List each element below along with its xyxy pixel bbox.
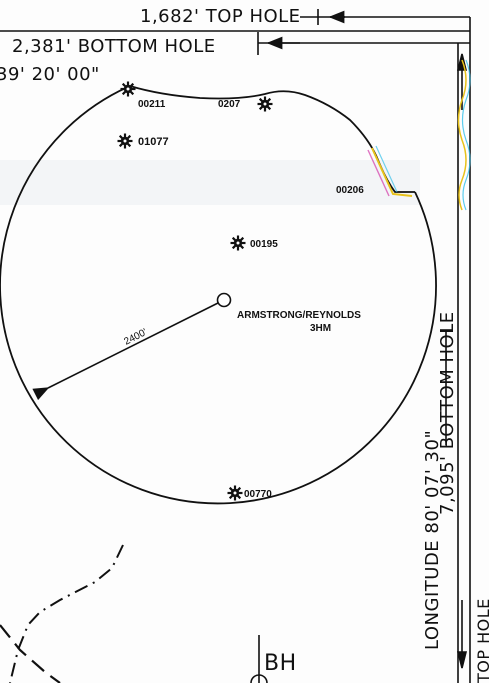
bottom-hole-right-label: 7,095' BOTTOM HOLE — [437, 311, 458, 515]
center-well — [216, 292, 232, 308]
top-hole-right-label: TOP HOLE — [474, 598, 489, 683]
radius-line — [32, 302, 219, 401]
bh-label: BH — [264, 651, 297, 676]
radius-circle — [0, 85, 437, 505]
bh-circle — [250, 674, 268, 683]
top-hole-label: 1,682' TOP HOLE — [140, 6, 301, 27]
right-frame-lines — [457, 17, 471, 683]
bottom-hole-top-label: 2,381' BOTTOM HOLE — [12, 36, 216, 57]
center-label-line2: 3HM — [310, 323, 331, 334]
well-icon-00211 — [119, 80, 137, 98]
boundary-fringe-yellow — [371, 147, 413, 197]
dash-dot-line — [9, 544, 124, 683]
well-label-00206: 00206 — [336, 185, 364, 196]
well-icon-00195 — [229, 234, 247, 252]
well-label-00211: 00211 — [138, 99, 166, 110]
top-hole-dimension — [300, 9, 470, 25]
haze-band — [0, 160, 420, 205]
longitude-label: LONGITUDE 80' 07' 30" — [422, 430, 443, 650]
bottom-hole-dimension — [0, 30, 470, 55]
dashed-line — [0, 624, 61, 683]
well-label-01077: 01077 — [138, 136, 169, 148]
boundary-fringe-magenta — [367, 149, 390, 197]
latitude-label: 39' 20' 00" — [0, 64, 100, 85]
well-icon-00770 — [226, 484, 244, 502]
center-label-line1: ARMSTRONG/REYNOLDS — [237, 310, 361, 321]
well-label-00195: 00195 — [250, 239, 278, 250]
well-icon-0207 — [256, 95, 274, 113]
right-fringe-yellow — [457, 59, 467, 211]
boundary-fringe-cyan — [375, 145, 398, 193]
well-icon-01077 — [116, 132, 134, 150]
right-fringe-cyan — [461, 59, 471, 211]
well-label-0207: 0207 — [218, 99, 241, 110]
well-label-00770: 00770 — [244, 489, 272, 500]
